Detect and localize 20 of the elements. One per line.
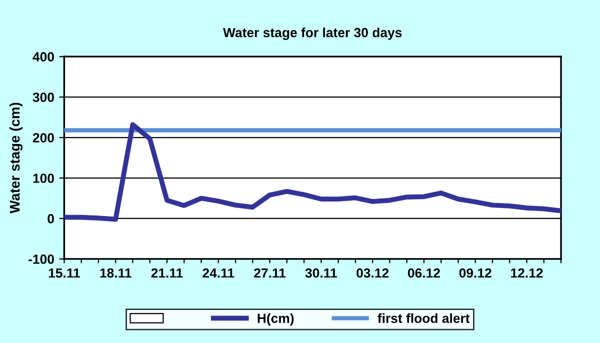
x-tick-label: 06.12 bbox=[408, 268, 440, 278]
x-tick-label: 09.12 bbox=[459, 268, 492, 278]
x-tick-label: 03.12 bbox=[356, 268, 389, 278]
y-tick-label: 0 bbox=[48, 214, 54, 224]
y-tick-label: 100 bbox=[33, 174, 54, 183]
x-tick-label: 30.11 bbox=[305, 268, 337, 278]
y-axis-title: Water stage (cm) bbox=[10, 102, 23, 214]
x-tick-label: 15.11 bbox=[48, 268, 80, 278]
legend-label: H(cm) bbox=[258, 313, 294, 326]
y-tick-label: 400 bbox=[32, 52, 54, 62]
chart-title: Water stage for later 30 days bbox=[223, 28, 402, 40]
x-tick-label: 18.11 bbox=[100, 268, 132, 278]
x-tick-label: 21.11 bbox=[151, 268, 183, 278]
y-tick-label: 300 bbox=[32, 92, 54, 102]
y-tick-label: -100 bbox=[28, 254, 54, 264]
legend-label: first flood alert bbox=[378, 313, 470, 323]
x-tick-label: 12.12 bbox=[511, 268, 543, 278]
x-tick-label: 27.11 bbox=[254, 268, 286, 278]
x-tick-label: 24.11 bbox=[202, 268, 234, 278]
y-tick-label: 200 bbox=[32, 133, 54, 142]
